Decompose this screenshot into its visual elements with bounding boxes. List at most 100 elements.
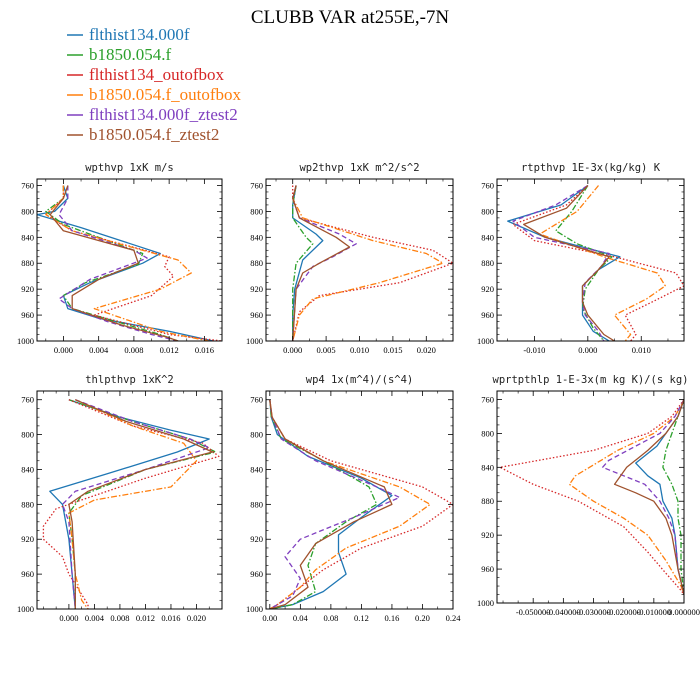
series-group bbox=[292, 185, 453, 341]
y-tick-label: 880 bbox=[481, 496, 494, 506]
x-tick-label: -0.010000 bbox=[636, 607, 671, 617]
legend-item: flthist134.000f_ztest2 bbox=[67, 105, 238, 124]
panel-frame bbox=[496, 390, 685, 604]
panel: wprtpthlp 1-E-3x(m kg K)/(s kg) 760 800 840… bbox=[477, 374, 700, 617]
series-line bbox=[601, 399, 684, 595]
y-tick-label: 760 bbox=[481, 180, 494, 190]
x-tick-label: 0.04 bbox=[293, 613, 309, 623]
legend-label: b1850.054.f_outofbox bbox=[89, 85, 242, 104]
series-line bbox=[555, 185, 613, 341]
x-tick-label: -0.030000 bbox=[576, 607, 611, 617]
y-tick-label: 1000 bbox=[246, 604, 263, 614]
panel-frame bbox=[496, 178, 685, 342]
x-tick-label: 0.010 bbox=[350, 345, 369, 355]
y-tick-label: 840 bbox=[250, 464, 263, 474]
panel-title: wpthvp 1xK m/s bbox=[85, 162, 174, 174]
y-tick-label: 800 bbox=[250, 430, 263, 440]
legend-item: b1850.054.f_ztest2 bbox=[67, 125, 219, 144]
panel: wpthvp 1xK m/s 760 800 840 880 920 960 1000 0.00… bbox=[17, 162, 223, 355]
x-tick-label: 0.012 bbox=[160, 345, 179, 355]
x-tick-label: 0.016 bbox=[161, 613, 180, 623]
series-group bbox=[269, 399, 453, 609]
series-line bbox=[269, 399, 393, 609]
y-tick-label: 760 bbox=[21, 180, 34, 190]
y-tick-label: 760 bbox=[21, 395, 34, 405]
series-line bbox=[37, 185, 214, 341]
x-tick-label: 0.008 bbox=[110, 613, 129, 623]
series-line bbox=[58, 185, 179, 341]
panel-frame bbox=[36, 390, 223, 610]
series-group bbox=[507, 184, 684, 341]
series-line bbox=[292, 185, 453, 341]
series-line bbox=[68, 399, 198, 609]
x-tick-label: 0.020 bbox=[417, 345, 436, 355]
series-group bbox=[499, 399, 684, 595]
x-tick-label: 0.000 bbox=[54, 345, 73, 355]
x-tick-label: 0.12 bbox=[354, 613, 369, 623]
series-line bbox=[49, 185, 179, 341]
y-tick-label: 800 bbox=[250, 206, 263, 216]
y-tick-label: 840 bbox=[21, 464, 34, 474]
panel-title: wp2thvp 1xK m^2/s^2 bbox=[299, 162, 419, 174]
panel-title: wp4 1x(m^4)/(s^4) bbox=[306, 374, 413, 386]
x-tick-label: 0.004 bbox=[89, 345, 109, 355]
y-tick-label: 960 bbox=[250, 569, 263, 579]
y-tick-label: 920 bbox=[21, 534, 34, 544]
y-tick-label: 760 bbox=[481, 394, 494, 404]
x-tick-label: 0.008 bbox=[124, 345, 143, 355]
y-tick-label: 840 bbox=[481, 462, 494, 472]
panel-title: thlpthvp 1xK^2 bbox=[85, 374, 174, 386]
y-tick-label: 1000 bbox=[477, 598, 494, 608]
y-tick-label: 1000 bbox=[17, 336, 34, 346]
x-tick-label: 0.020 bbox=[187, 613, 206, 623]
y-tick-label: 920 bbox=[481, 530, 494, 540]
x-tick-label: 0.015 bbox=[383, 345, 402, 355]
y-tick-label: 1000 bbox=[477, 336, 494, 346]
series-line bbox=[568, 399, 684, 595]
series-line bbox=[49, 399, 210, 609]
legend-item: flthist134.000f bbox=[67, 25, 190, 44]
legend-label: flthist134_outofbox bbox=[89, 65, 225, 84]
x-tick-label: 0.000 bbox=[59, 613, 78, 623]
series-line bbox=[662, 399, 684, 595]
x-tick-label: 0.010 bbox=[632, 345, 651, 355]
y-tick-label: 960 bbox=[481, 564, 494, 574]
x-tick-label: 0.24 bbox=[446, 613, 462, 623]
series-line bbox=[539, 185, 666, 341]
legend-item: flthist134_outofbox bbox=[67, 65, 225, 84]
series-line bbox=[269, 399, 431, 609]
series-line bbox=[292, 185, 444, 341]
series-line bbox=[269, 399, 393, 609]
x-tick-label: 0.000 bbox=[578, 345, 597, 355]
series-line bbox=[68, 399, 217, 609]
panels: wpthvp 1xK m/s76080084088092096010000.00… bbox=[17, 162, 700, 623]
series-line bbox=[269, 399, 378, 609]
y-tick-label: 960 bbox=[21, 569, 34, 579]
y-tick-label: 880 bbox=[250, 499, 263, 509]
series-line bbox=[269, 399, 453, 609]
legend-label: b1850.054.f_ztest2 bbox=[89, 125, 219, 144]
series-line bbox=[292, 185, 351, 341]
series-line bbox=[292, 185, 314, 341]
panel-frame bbox=[265, 390, 454, 610]
panel-title: rtpthvp 1E-3x(kg/kg) K bbox=[521, 162, 661, 174]
x-tick-label: 0.000 bbox=[283, 345, 302, 355]
series-line bbox=[512, 185, 684, 341]
legend-item: b1850.054.f_outofbox bbox=[67, 85, 242, 104]
series-group bbox=[42, 399, 220, 609]
y-tick-label: 1000 bbox=[246, 336, 263, 346]
legend-label: flthist134.000f_ztest2 bbox=[89, 105, 238, 124]
y-tick-label: 920 bbox=[250, 534, 263, 544]
x-tick-label: 0.000000 bbox=[668, 607, 700, 617]
x-tick-label: 0.20 bbox=[415, 613, 430, 623]
series-line bbox=[42, 399, 220, 609]
panel: wp4 1x(m^4)/(s^4)76080084088092096010000… bbox=[246, 374, 461, 623]
figure-title: CLUBB VAR at255E,-7N bbox=[251, 7, 450, 28]
y-tick-label: 880 bbox=[481, 258, 494, 268]
panel-frame bbox=[36, 178, 223, 342]
y-tick-label: 840 bbox=[250, 232, 263, 242]
x-tick-label: -0.050000 bbox=[516, 607, 551, 617]
x-tick-label: 0.00 bbox=[262, 613, 277, 623]
legend-item: b1850.054.f bbox=[67, 45, 172, 64]
